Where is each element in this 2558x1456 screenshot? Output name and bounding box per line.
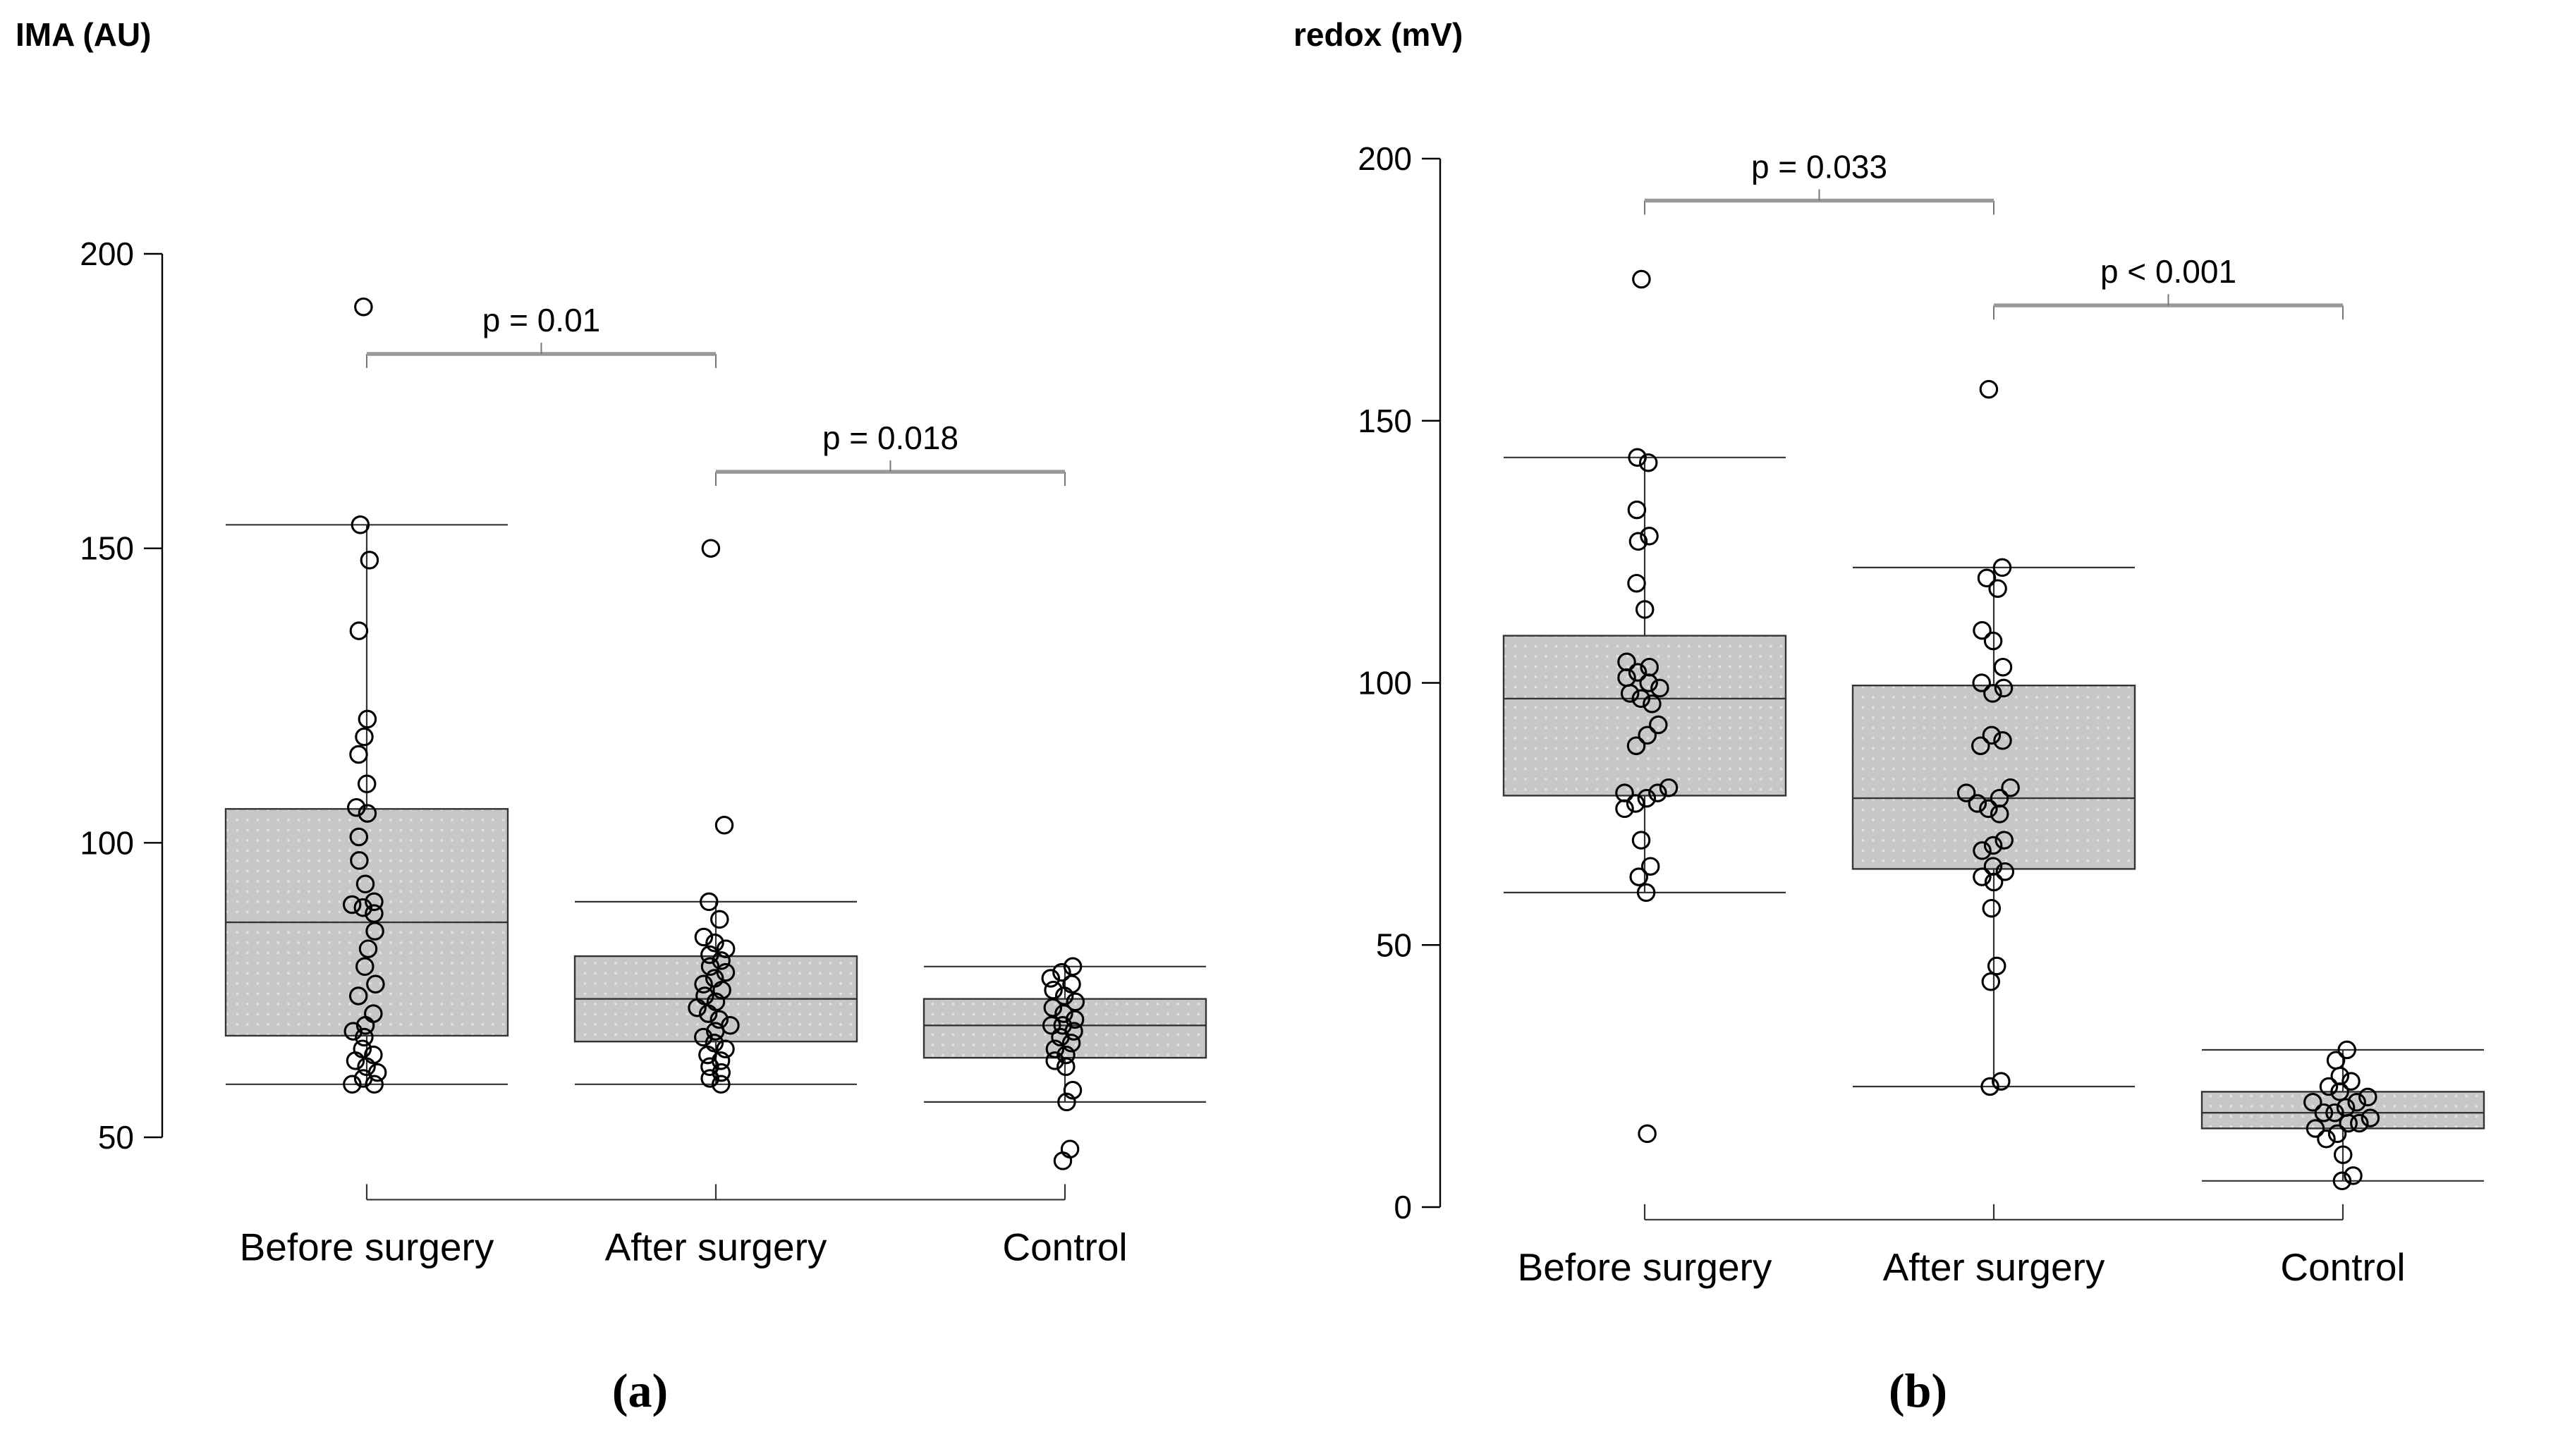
svg-text:100: 100 xyxy=(1358,665,1412,702)
svg-text:p < 0.001: p < 0.001 xyxy=(2100,253,2236,290)
svg-text:(b): (b) xyxy=(1889,1364,1947,1417)
svg-text:0: 0 xyxy=(1394,1189,1412,1225)
svg-text:Before surgery: Before surgery xyxy=(1518,1245,1772,1289)
svg-text:50: 50 xyxy=(98,1119,134,1156)
svg-text:(a): (a) xyxy=(612,1364,668,1417)
svg-text:p = 0.01: p = 0.01 xyxy=(482,302,601,338)
svg-text:150: 150 xyxy=(80,530,134,567)
svg-text:150: 150 xyxy=(1358,403,1412,439)
svg-text:p = 0.033: p = 0.033 xyxy=(1751,148,1887,185)
svg-text:After surgery: After surgery xyxy=(1883,1245,2105,1289)
svg-text:IMA (AU): IMA (AU) xyxy=(16,16,151,53)
svg-text:Control: Control xyxy=(1002,1225,1127,1268)
svg-text:Control: Control xyxy=(2280,1245,2405,1289)
svg-text:redox (mV): redox (mV) xyxy=(1293,16,1463,53)
svg-text:50: 50 xyxy=(1376,926,1412,963)
svg-text:200: 200 xyxy=(1358,140,1412,177)
svg-text:100: 100 xyxy=(80,824,134,861)
svg-text:200: 200 xyxy=(80,235,134,272)
svg-text:p = 0.018: p = 0.018 xyxy=(822,420,958,456)
svg-text:Before surgery: Before surgery xyxy=(240,1225,494,1268)
svg-text:After surgery: After surgery xyxy=(605,1225,827,1268)
